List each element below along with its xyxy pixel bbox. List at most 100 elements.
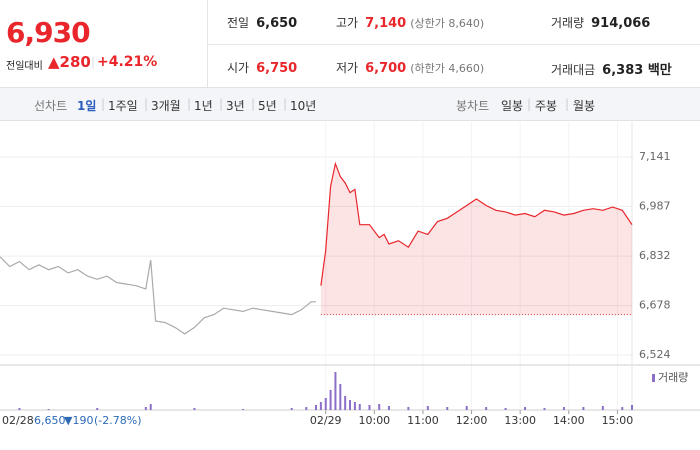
separator: | <box>91 55 96 69</box>
x-tick-label: 10:00 <box>358 414 390 427</box>
y-tick-label: 6,524 <box>639 348 671 361</box>
volume-bar <box>353 402 356 410</box>
volume-bar <box>319 402 322 410</box>
volume-bar <box>368 405 371 410</box>
stat-label: 저가 <box>336 61 359 75</box>
volume-bar <box>305 407 308 410</box>
volume-bar <box>290 408 293 410</box>
x-tick-label: 11:00 <box>407 414 439 427</box>
stat-cell: 저가 6,700 (하한가 4,660) <box>336 59 484 76</box>
volume-bar <box>562 407 565 410</box>
x-tick-label: 15:00 <box>602 414 634 427</box>
chart-type-label: 선차트 <box>34 99 68 113</box>
stat-label: 거래량 <box>551 16 585 30</box>
stats-row: 전일 6,650 고가 7,140 (상한가 8,640) 거래량 914,066 <box>208 0 700 43</box>
volume-bar <box>339 384 342 410</box>
candle-label: 봉차트 <box>456 99 490 113</box>
volume-bar <box>387 406 390 410</box>
series-line <box>320 161 633 286</box>
stat-label: 거래대금 <box>551 63 596 77</box>
volume-bar <box>378 404 381 410</box>
separator: | <box>565 97 570 111</box>
volume-bar <box>18 408 21 410</box>
prev-date: 02/28 <box>2 414 34 427</box>
volume-bar <box>315 405 317 410</box>
x-tick-label: 12:00 <box>456 414 488 427</box>
period-button[interactable]: 3개월 <box>151 99 181 113</box>
volume-bar <box>324 398 327 410</box>
stat-label: 시가 <box>227 61 250 75</box>
stat-value: 7,140 <box>365 16 407 31</box>
separator: | <box>283 97 288 111</box>
volume-bar <box>582 407 585 410</box>
volume-bar <box>334 372 337 410</box>
separator: | <box>144 97 149 111</box>
prev-close: 6,650 <box>34 414 66 427</box>
stat-value: 6,750 <box>256 61 298 76</box>
volume-bar <box>485 407 488 410</box>
stats-row: 시가 6,750 저가 6,700 (하한가 4,660) 거래대금 6,383 백만 <box>208 44 700 88</box>
separator: | <box>527 97 532 111</box>
stat-value: 6,700 <box>365 61 407 76</box>
volume-bar <box>344 396 347 410</box>
stat-label: 고가 <box>336 16 359 30</box>
volume-bar <box>47 409 50 410</box>
stats: 전일 6,650 고가 7,140 (상한가 8,640) 거래량 914,066 시가 6,7… <box>208 0 700 88</box>
legend-swatch <box>652 374 655 382</box>
volume-bar <box>149 404 152 410</box>
stat-value: 914,066 <box>591 16 651 31</box>
y-tick-label: 6,832 <box>639 249 671 262</box>
period-button[interactable]: 10년 <box>290 99 317 113</box>
x-tick-label: 14:00 <box>553 414 585 427</box>
volume-bar <box>621 407 624 410</box>
stat-label: 전일 <box>227 16 250 30</box>
legend-label: 거래량 <box>658 371 688 384</box>
candle-button[interactable]: 주봉 <box>535 99 558 113</box>
period-button[interactable]: 5년 <box>258 99 277 113</box>
prev-change: ▼190 <box>64 414 93 427</box>
separator: | <box>187 97 192 111</box>
separator: | <box>219 97 224 111</box>
period-button[interactable]: 3년 <box>226 99 245 113</box>
stat-cell: 거래량 914,066 <box>551 14 650 31</box>
stat-cell: 전일 6,650 <box>227 14 297 31</box>
volume-bar <box>631 405 633 410</box>
volume-bar <box>465 406 468 410</box>
x-tick-label: 13:00 <box>504 414 536 427</box>
area-fill <box>320 163 632 315</box>
candle-button[interactable]: 월봉 <box>573 99 596 113</box>
volume-bar <box>96 408 99 410</box>
change-label: 전일대비 <box>6 61 43 72</box>
volume-bar <box>426 406 429 410</box>
period-button[interactable]: 1주일 <box>108 99 138 113</box>
candle-button[interactable]: 일봉 <box>501 99 524 113</box>
stat-value: 6,650 <box>256 16 298 31</box>
stat-note: (상한가 8,640) <box>410 17 485 30</box>
separator: | <box>251 97 256 111</box>
volume-bar <box>358 404 361 410</box>
volume-bar <box>193 408 196 410</box>
volume-bar <box>543 408 546 410</box>
volume-bar <box>242 409 245 410</box>
volume-bar <box>524 407 527 410</box>
stat-note: (하한가 4,660) <box>410 62 485 75</box>
stat-cell: 거래대금 6,383 백만 <box>551 59 672 78</box>
volume-bar <box>407 407 410 410</box>
x-tick-label: 02/29 <box>310 414 342 427</box>
prev-change-pct: (-2.78%) <box>94 414 142 427</box>
volume-bar <box>446 407 449 410</box>
volume-bar <box>329 390 332 410</box>
price: 6,930 <box>6 16 91 49</box>
y-tick-label: 6,987 <box>639 199 671 212</box>
chart: 7,141 6,987 6,832 6,678 6,524 02/29 10:00 11:00… <box>0 122 700 427</box>
volume-bar <box>601 406 604 410</box>
series-line <box>0 256 316 335</box>
period-button[interactable]: 1년 <box>194 99 213 113</box>
separator: | <box>101 97 106 111</box>
change: ▲280 <box>48 53 91 71</box>
volume-bar <box>349 400 352 410</box>
period-button[interactable]: 1일 <box>77 99 97 113</box>
toolbar: 선차트 1일 | 1주일 | 3개월 | 1년 | 3년 | 5년 | 10년 봉차트 일봉 | 주봉 | 월봉 <box>0 88 700 121</box>
volume-bar <box>504 408 507 410</box>
